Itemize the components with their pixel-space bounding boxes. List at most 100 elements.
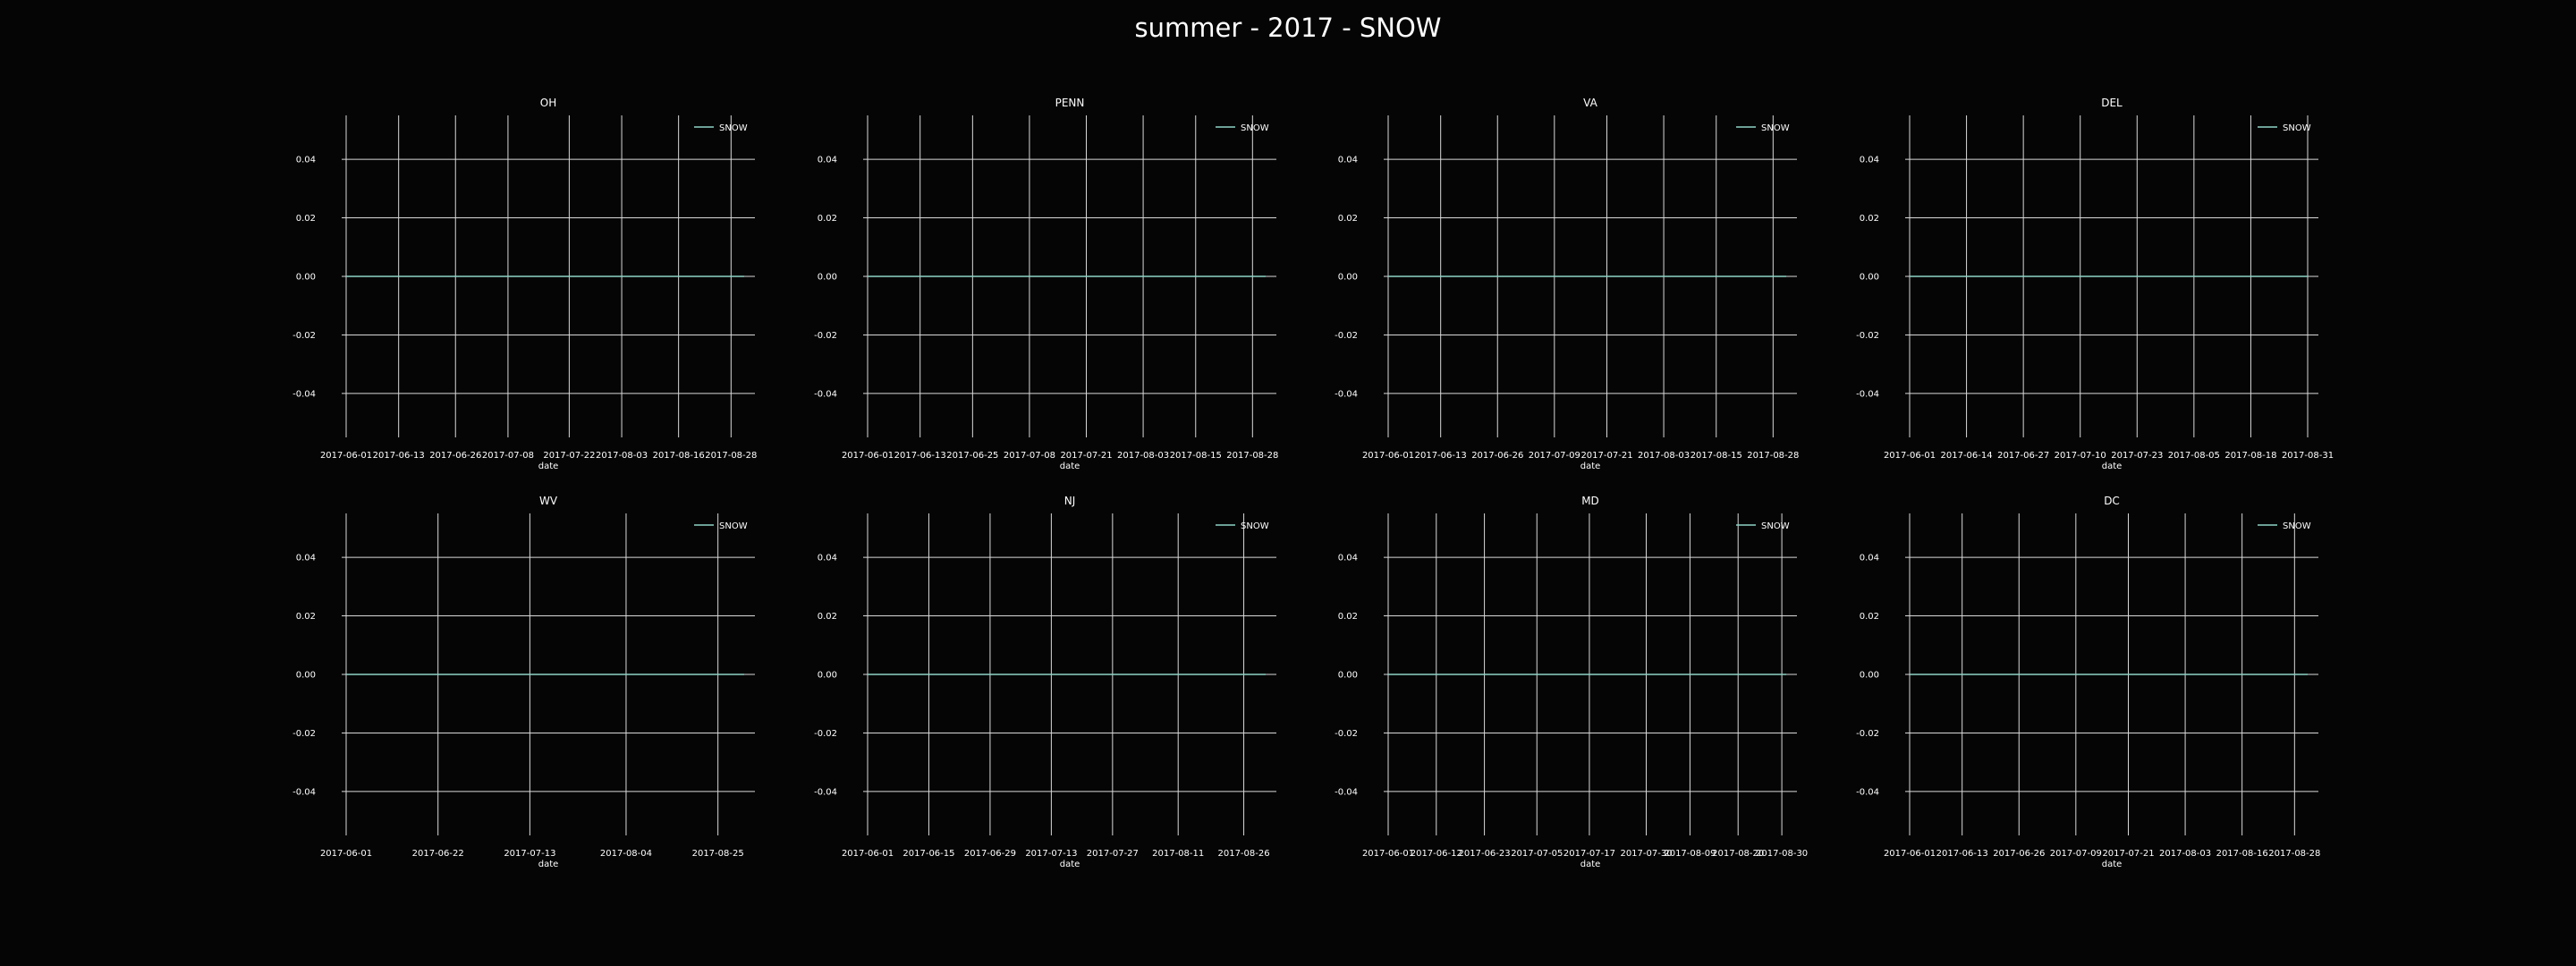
y-tick-label: 0.04 — [1338, 156, 1358, 165]
x-axis-label: date — [1060, 860, 1080, 869]
y-tick-label: -0.04 — [292, 389, 316, 399]
x-axis-label: date — [2102, 462, 2123, 471]
legend: SNOW — [2258, 521, 2311, 531]
x-tick-label: 2017-06-01 — [1362, 451, 1414, 461]
y-tick-label: 0.02 — [1338, 214, 1358, 224]
x-tick-label: 2017-08-18 — [2224, 451, 2276, 461]
subplot-del: 0.04 0.02 0.00 -0.02 -0.04 2017-06-01 2017-06-… — [1856, 97, 2334, 471]
x-tick-label: 2017-07-27 — [1087, 849, 1139, 859]
x-tick-label: 2017-07-05 — [1511, 849, 1563, 859]
x-tick-label: 2017-08-03 — [1638, 451, 1690, 461]
x-tick-label: 2017-08-03 — [1117, 451, 1169, 461]
x-tick-label: 2017-08-28 — [705, 451, 757, 461]
y-tick-label: 0.04 — [1338, 554, 1358, 564]
x-axis-label: date — [2102, 860, 2123, 869]
legend: SNOW — [694, 521, 748, 531]
y-tick-label: 0.00 — [1860, 671, 1879, 681]
y-tick-label: 0.04 — [296, 156, 316, 165]
x-tick-label: 2017-06-22 — [412, 849, 464, 859]
x-tick-label: 2017-08-28 — [1226, 451, 1278, 461]
y-tick-label: 0.00 — [1338, 273, 1358, 283]
x-tick-label: 2017-06-26 — [1471, 451, 1523, 461]
x-tick-label: 2017-07-08 — [1004, 451, 1055, 461]
y-tick-label: -0.04 — [1856, 389, 1879, 399]
x-tick-label: 2017-08-16 — [653, 451, 705, 461]
x-tick-label: 2017-08-09 — [1664, 849, 1716, 859]
legend-label: SNOW — [2283, 123, 2311, 133]
x-axis-label: date — [538, 462, 559, 471]
y-tick-label: -0.04 — [814, 787, 837, 797]
legend: SNOW — [1216, 123, 1269, 133]
y-tick-label: -0.04 — [292, 787, 316, 797]
x-tick-label: 2017-08-16 — [2216, 849, 2268, 859]
x-tick-label: 2017-07-13 — [504, 849, 555, 859]
y-tick-label: 0.04 — [818, 156, 837, 165]
subplot-wv: 0.04 0.02 0.00 -0.02 -0.04 2017-06-01 2017-06-… — [292, 495, 755, 869]
y-tick-label: -0.04 — [1856, 787, 1879, 797]
x-tick-label: 2017-08-26 — [1217, 849, 1269, 859]
x-tick-label: 2017-08-15 — [1690, 451, 1742, 461]
legend-label: SNOW — [1761, 521, 1790, 531]
y-tick-label: 0.00 — [818, 671, 837, 681]
x-tick-label: 2017-06-25 — [946, 451, 998, 461]
x-tick-label: 2017-06-15 — [902, 849, 954, 859]
x-tick-label: 2017-06-01 — [320, 451, 372, 461]
x-tick-label: 2017-08-28 — [1747, 451, 1799, 461]
x-axis-label: date — [1060, 462, 1080, 471]
x-tick-label: 2017-06-23 — [1459, 849, 1511, 859]
legend-label: SNOW — [1761, 123, 1790, 133]
x-tick-label: 2017-06-12 — [1411, 849, 1462, 859]
x-tick-label: 2017-07-30 — [1620, 849, 1672, 859]
subplot-title: PENN — [1055, 97, 1085, 109]
x-tick-label: 2017-06-01 — [320, 849, 372, 859]
x-tick-label: 2017-08-28 — [2268, 849, 2320, 859]
legend: SNOW — [1736, 123, 1790, 133]
x-tick-label: 2017-07-10 — [2055, 451, 2106, 461]
y-tick-label: 0.00 — [818, 273, 837, 283]
y-tick-label: -0.02 — [1335, 331, 1358, 341]
x-tick-label: 2017-06-13 — [1415, 451, 1467, 461]
figure-title: summer - 2017 - SNOW — [1134, 13, 1442, 43]
x-tick-label: 2017-07-09 — [2050, 849, 2102, 859]
y-tick-label: 0.02 — [1860, 612, 1879, 622]
subplot-title: VA — [1583, 97, 1597, 109]
x-tick-label: 2017-07-21 — [2102, 849, 2154, 859]
y-tick-label: 0.04 — [818, 554, 837, 564]
x-tick-label: 2017-06-13 — [894, 451, 946, 461]
x-axis-label: date — [538, 860, 559, 869]
y-tick-label: -0.02 — [292, 331, 316, 341]
x-tick-label: 2017-06-01 — [1362, 849, 1414, 859]
x-tick-label: 2017-08-11 — [1152, 849, 1204, 859]
subplot-title: WV — [539, 495, 558, 507]
subplot-title: DC — [2104, 495, 2120, 507]
y-tick-label: 0.00 — [296, 671, 316, 681]
x-tick-label: 2017-06-27 — [1997, 451, 2049, 461]
x-tick-label: 2017-07-09 — [1529, 451, 1580, 461]
y-tick-label: -0.02 — [814, 729, 837, 739]
legend-label: SNOW — [1241, 123, 1269, 133]
x-tick-label: 2017-06-01 — [842, 849, 894, 859]
y-tick-label: -0.02 — [292, 729, 316, 739]
subplot-md: 0.040.020.00-0.02-0.042017-06-012017-06-… — [1335, 495, 1808, 869]
y-tick-label: 0.00 — [1860, 273, 1879, 283]
x-tick-label: 2017-07-13 — [1025, 849, 1077, 859]
legend: SNOW — [1736, 521, 1790, 531]
y-tick-label: 0.00 — [1338, 671, 1358, 681]
y-tick-label: -0.04 — [814, 389, 837, 399]
y-tick-label: 0.04 — [296, 554, 316, 564]
legend: SNOW — [694, 123, 748, 133]
x-axis-label: date — [1580, 860, 1601, 869]
y-tick-label: 0.00 — [296, 273, 316, 283]
x-tick-label: 2017-08-25 — [692, 849, 744, 859]
y-tick-label: -0.04 — [1335, 389, 1358, 399]
y-tick-label: -0.02 — [1335, 729, 1358, 739]
x-tick-label: 2017-08-03 — [596, 451, 648, 461]
subplot-title: NJ — [1064, 495, 1076, 507]
x-tick-label: 2017-06-14 — [1941, 451, 1993, 461]
legend: SNOW — [2258, 123, 2311, 133]
subplot-title: DEL — [2101, 97, 2123, 109]
y-tick-label: 0.04 — [1860, 156, 1879, 165]
x-tick-label: 2017-08-15 — [1170, 451, 1222, 461]
legend: SNOW — [1216, 521, 1269, 531]
